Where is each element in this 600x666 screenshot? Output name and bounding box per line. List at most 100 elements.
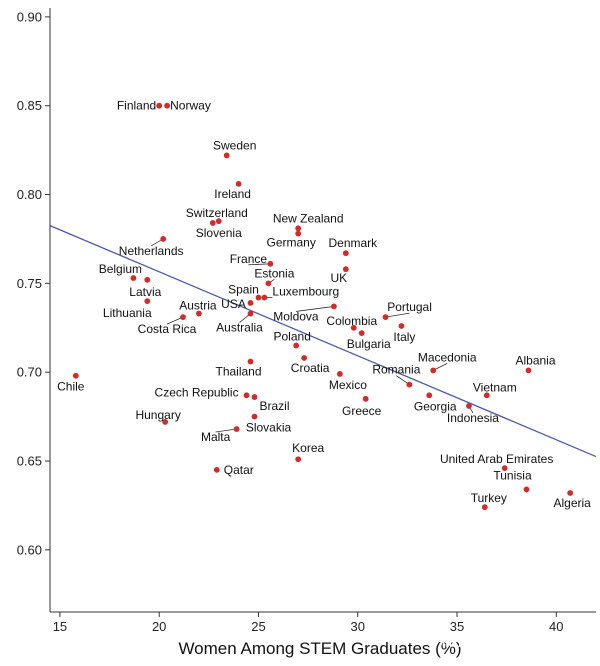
point-label-united-arab-emirates: United Arab Emirates [440,452,553,466]
point-label-moldova: Moldova [273,309,319,323]
y-tick-label: 0.90 [17,9,42,24]
y-tick-label: 0.80 [17,187,42,202]
point-label-portugal: Portugal [387,300,432,314]
y-tick-label: 0.75 [17,276,42,291]
point-united-arab-emirates [501,465,508,472]
trend-line [49,225,597,458]
point-belgium [130,275,137,281]
point-label-new-zealand: New Zealand [273,211,344,225]
point-uk [342,266,349,273]
point-poland [293,342,300,349]
point-indonesia [466,403,472,409]
x-tick-label: 15 [53,619,67,634]
point-bulgaria [358,330,365,336]
point-estonia [265,280,272,287]
point-germany [295,230,302,237]
point-hungary [162,419,169,425]
point-georgia [426,392,433,399]
point-france [267,260,274,267]
point-label-tunisia: Tunisia [493,468,532,482]
point-label-spain: Spain [228,283,259,297]
point-label-croatia: Croatia [291,361,330,375]
point-label-bulgaria: Bulgaria [347,337,391,351]
point-label-ireland: Ireland [214,187,251,201]
point-label-norway: Norway [170,99,211,113]
axes-layer: 0.60 0.65 0.70 0.75 0.80 0.85 0.90 15 20 25 30 35 40 [17,8,596,634]
point-label-uk: UK [330,271,347,285]
point-label-greece: Greece [342,404,382,418]
point-label-switzerland: Switzerland [186,206,248,220]
point-costa-rica [180,314,186,321]
point-label-georgia: Georgia [414,399,457,413]
y-tick-label: 0.70 [17,365,42,380]
point-label-italy: Italy [393,330,415,344]
point-italy [398,323,405,329]
point-label-qatar: Qatar [224,463,254,477]
point-brazil [251,394,258,400]
point-moldova [331,303,337,310]
point-label-estonia: Estonia [254,266,294,280]
point-thailand [247,358,254,365]
x-tick-label: 35 [450,619,464,634]
x-tick-label: 30 [351,619,365,634]
point-czech-republic [243,392,250,399]
point-finland [156,102,163,109]
point-label-vietnam: Vietnam [473,380,517,394]
point-label-macedonia: Macedonia [418,350,477,364]
point-netherlands [160,236,167,242]
point-denmark [342,250,349,257]
point-label-luxembourg: Luxembourg [272,285,339,299]
point-croatia [301,355,308,361]
point-label-slovakia: Slovakia [246,421,292,435]
marks-layer [49,102,597,511]
point-norway [164,102,171,109]
point-label-denmark: Denmark [328,236,378,250]
point-lithuania [144,298,151,305]
point-label-indonesia: Indonesia [447,411,499,425]
point-spain [255,294,262,301]
point-portugal [382,314,389,321]
y-tick-label: 0.60 [17,542,42,557]
leader-line-france [248,263,271,266]
point-label-costa-rica: Costa Rica [138,322,197,336]
point-slovakia [251,413,258,420]
point-label-hungary: Hungary [135,408,180,422]
point-label-colombia: Colombia [326,314,377,328]
y-tick-label: 0.85 [17,98,42,113]
point-slovenia [215,218,222,225]
point-label-poland: Poland [274,330,311,344]
watermark: 知乎 @艾迪芬奇的记忆 [439,633,583,650]
point-label-australia: Australia [216,321,263,335]
point-label-mexico: Mexico [329,378,367,392]
point-greece [362,395,369,402]
point-usa [247,299,254,306]
point-label-netherlands: Netherlands [119,244,184,258]
point-chile [72,372,79,379]
point-label-usa: USA [221,297,246,311]
point-turkey [481,504,488,511]
point-label-czech-republic: Czech Republic [155,385,239,399]
point-vietnam [483,392,490,399]
point-label-algeria: Algeria [554,496,592,510]
point-macedonia [430,367,437,374]
point-label-korea: Korea [292,441,324,455]
point-label-belgium: Belgium [99,262,142,276]
point-label-germany: Germany [267,236,316,250]
point-australia [247,310,254,317]
point-label-thailand: Thailand [216,365,262,379]
leader-line-portugal [385,312,410,318]
leader-line-costa-rica [166,316,184,325]
x-tick-label: 40 [549,619,563,634]
point-korea [295,456,302,463]
point-albania [525,367,532,374]
leader-line-malta [215,428,237,433]
x-axis-title: Women Among STEM Graduates (%) [178,639,461,658]
point-algeria [567,490,574,496]
point-colombia [350,324,357,331]
point-new-zealand [295,225,302,232]
x-tick-label: 25 [251,619,265,634]
point-latvia [144,276,151,283]
x-tick-label: 20 [152,619,166,634]
point-romania [406,381,413,388]
